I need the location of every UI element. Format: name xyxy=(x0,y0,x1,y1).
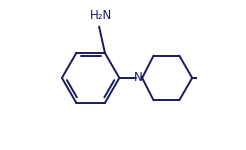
Text: H₂N: H₂N xyxy=(90,9,112,22)
Text: N: N xyxy=(134,71,143,84)
